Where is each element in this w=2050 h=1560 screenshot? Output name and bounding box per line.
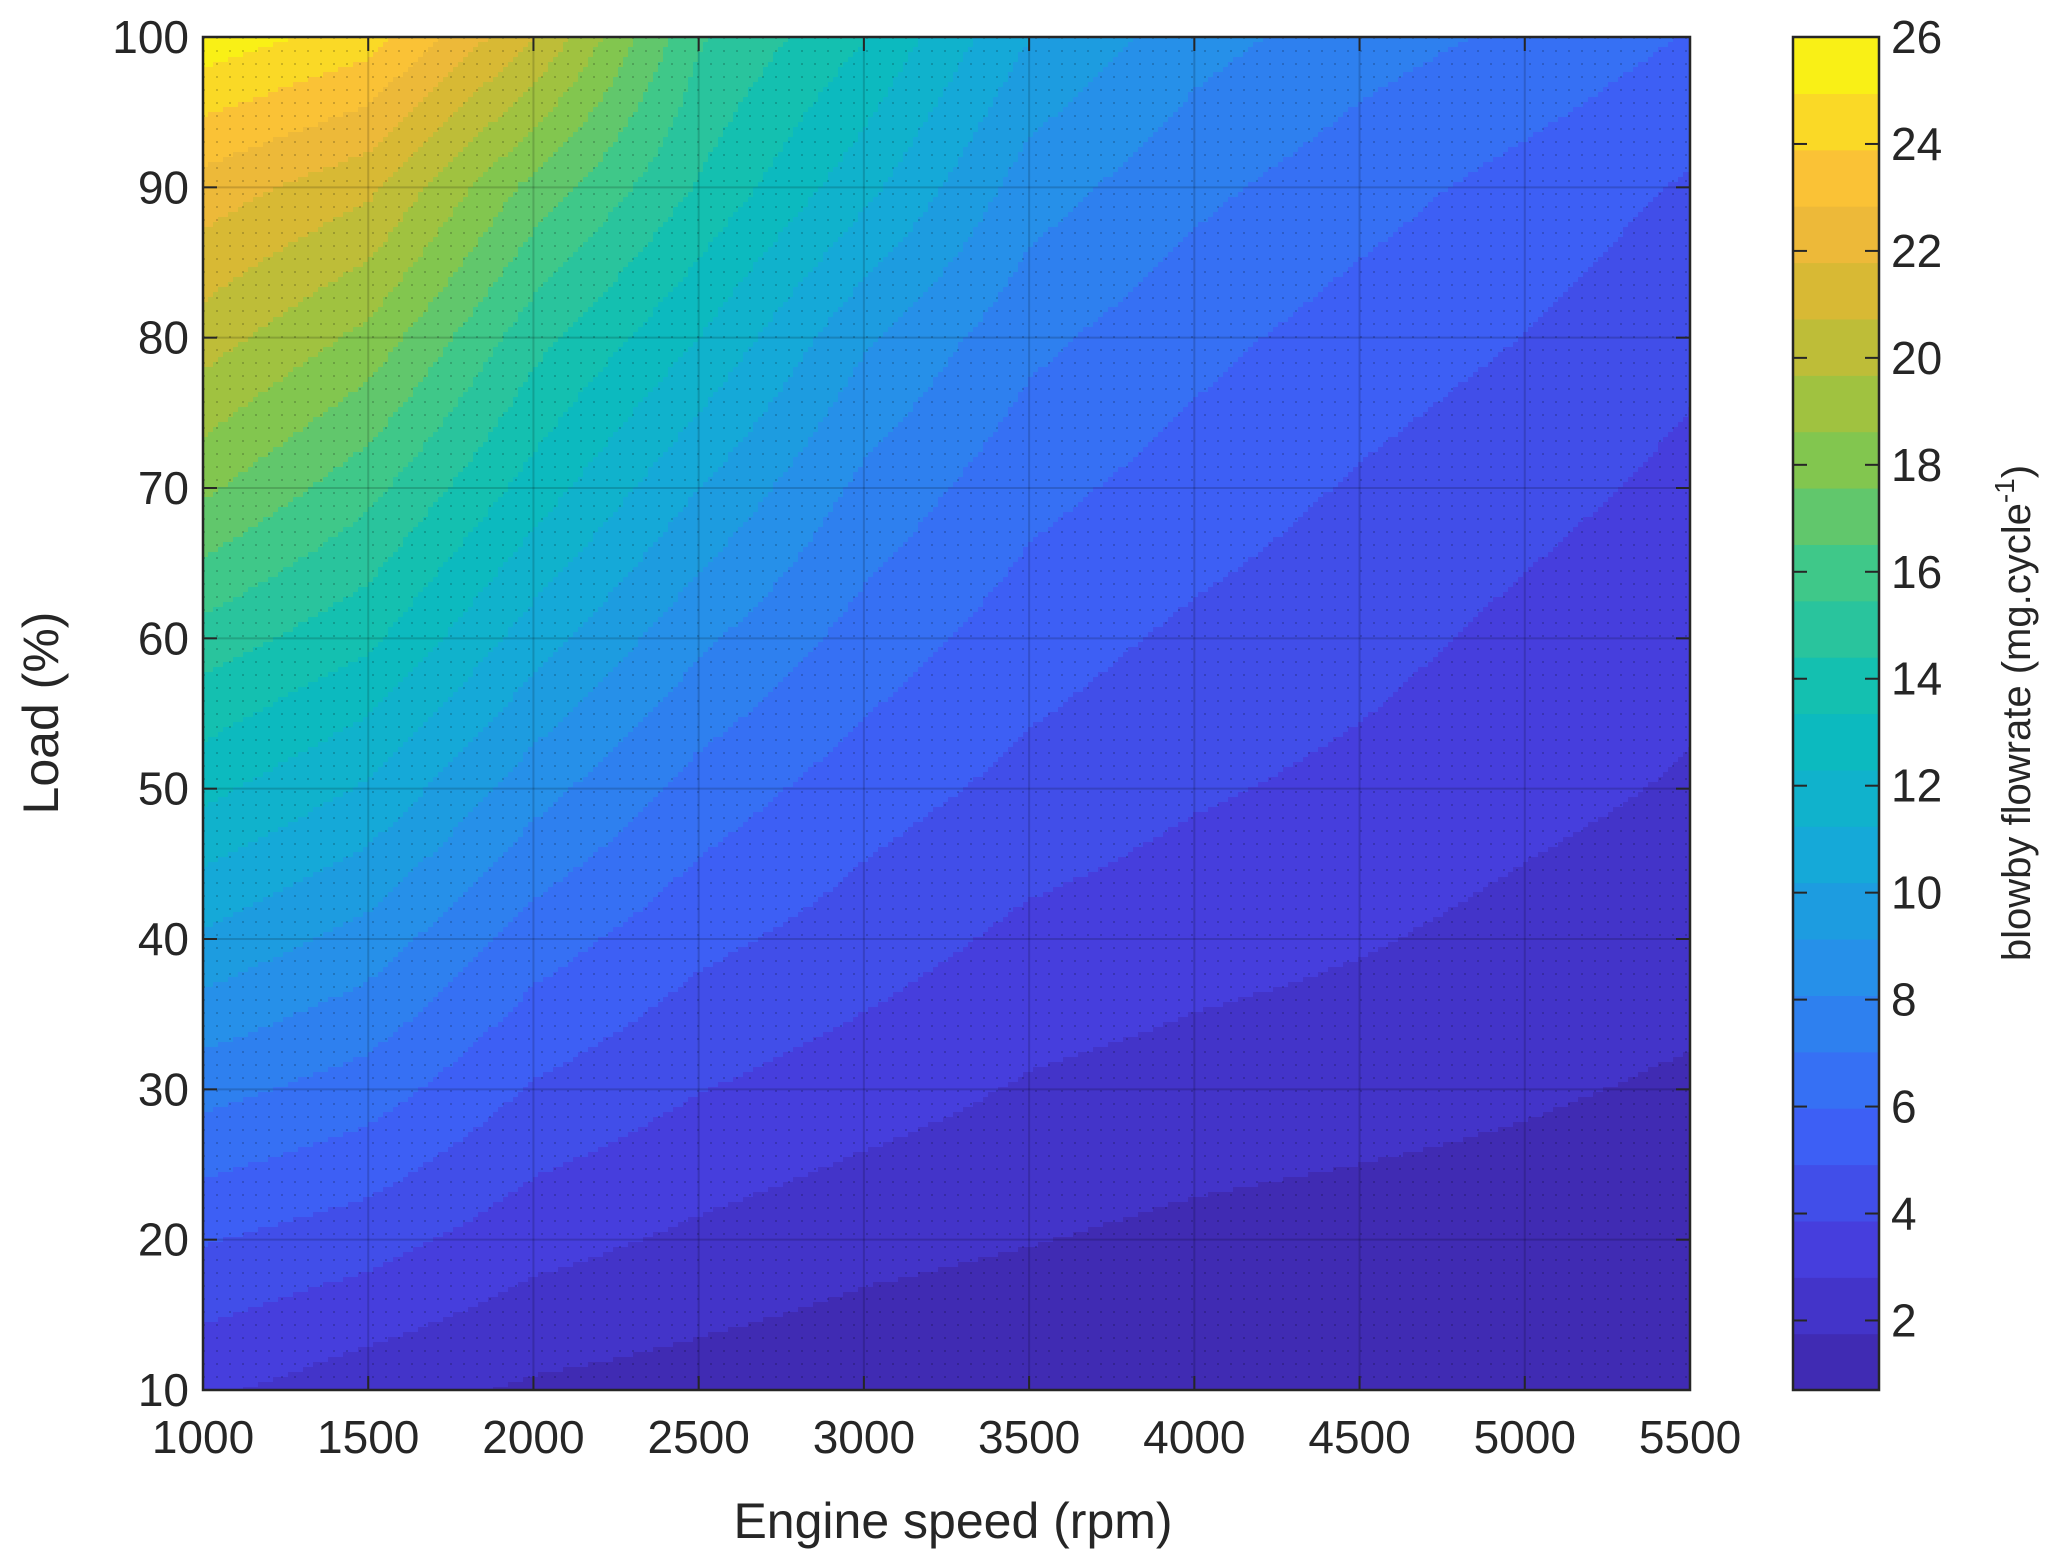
y-tick-label: 10 <box>138 1364 189 1416</box>
colorbar-tick-label: 2 <box>1891 1294 1917 1346</box>
colorbar-tick-label: 26 <box>1891 11 1942 63</box>
plot-area: 1000 1500 2000 2500 3000 3500 4000 4500 5000 5500… <box>112 11 1741 1463</box>
colorbar-label-close: ) <box>1995 465 2039 478</box>
x-tick-label: 1000 <box>152 1411 254 1463</box>
y-tick-label: 40 <box>138 913 189 965</box>
x-tick-label: 4500 <box>1308 1411 1410 1463</box>
x-tick-label: 3500 <box>978 1411 1080 1463</box>
x-axis-label: Engine speed (rpm) <box>733 1493 1172 1549</box>
colorbar-tick-label: 4 <box>1891 1188 1917 1240</box>
x-tick-label: 2000 <box>482 1411 584 1463</box>
x-tick-label: 5000 <box>1474 1411 1576 1463</box>
colorbar-tick-label: 20 <box>1891 332 1942 384</box>
x-axis-tick-labels: 1000 1500 2000 2500 3000 3500 4000 4500 5000 5500 <box>152 1411 1741 1463</box>
x-tick-label: 3000 <box>813 1411 915 1463</box>
y-tick-label: 60 <box>138 612 189 664</box>
x-tick-label: 1500 <box>317 1411 419 1463</box>
x-tick-label: 5500 <box>1639 1411 1741 1463</box>
colorbar-label-main: blowby flowrate (mg.cycle <box>1995 503 2039 961</box>
y-tick-label: 50 <box>138 763 189 815</box>
colorbar-tick-label: 18 <box>1891 439 1942 491</box>
colorbar-tick-label: 22 <box>1891 225 1942 277</box>
colorbar-tick-label: 24 <box>1891 118 1942 170</box>
colorbar-tick-label: 8 <box>1891 974 1917 1026</box>
colorbar-label-sup: -1 <box>1989 478 2020 503</box>
y-axis-label: Load (%) <box>13 612 69 815</box>
minor-dot-grid <box>203 37 1690 1390</box>
colorbar-tick-label: 16 <box>1891 546 1942 598</box>
y-tick-label: 80 <box>138 312 189 364</box>
x-tick-label: 2500 <box>647 1411 749 1463</box>
x-tick-label: 4000 <box>1143 1411 1245 1463</box>
colorbar-tick-label: 14 <box>1891 653 1942 705</box>
colorbar-bands <box>1793 37 1879 1391</box>
y-axis-tick-labels: 10 20 30 40 50 60 70 80 90 100 <box>112 11 189 1416</box>
y-tick-label: 20 <box>138 1214 189 1266</box>
y-tick-label: 90 <box>138 161 189 213</box>
colorbar-tick-label: 10 <box>1891 867 1942 919</box>
colorbar-label: blowby flowrate (mg.cycle-1) <box>1989 465 2039 961</box>
y-tick-label: 100 <box>112 11 189 63</box>
colorbar-tick-label: 6 <box>1891 1081 1917 1133</box>
y-tick-label: 30 <box>138 1063 189 1115</box>
colorbar-tick-label: 12 <box>1891 760 1942 812</box>
y-tick-label: 70 <box>138 462 189 514</box>
